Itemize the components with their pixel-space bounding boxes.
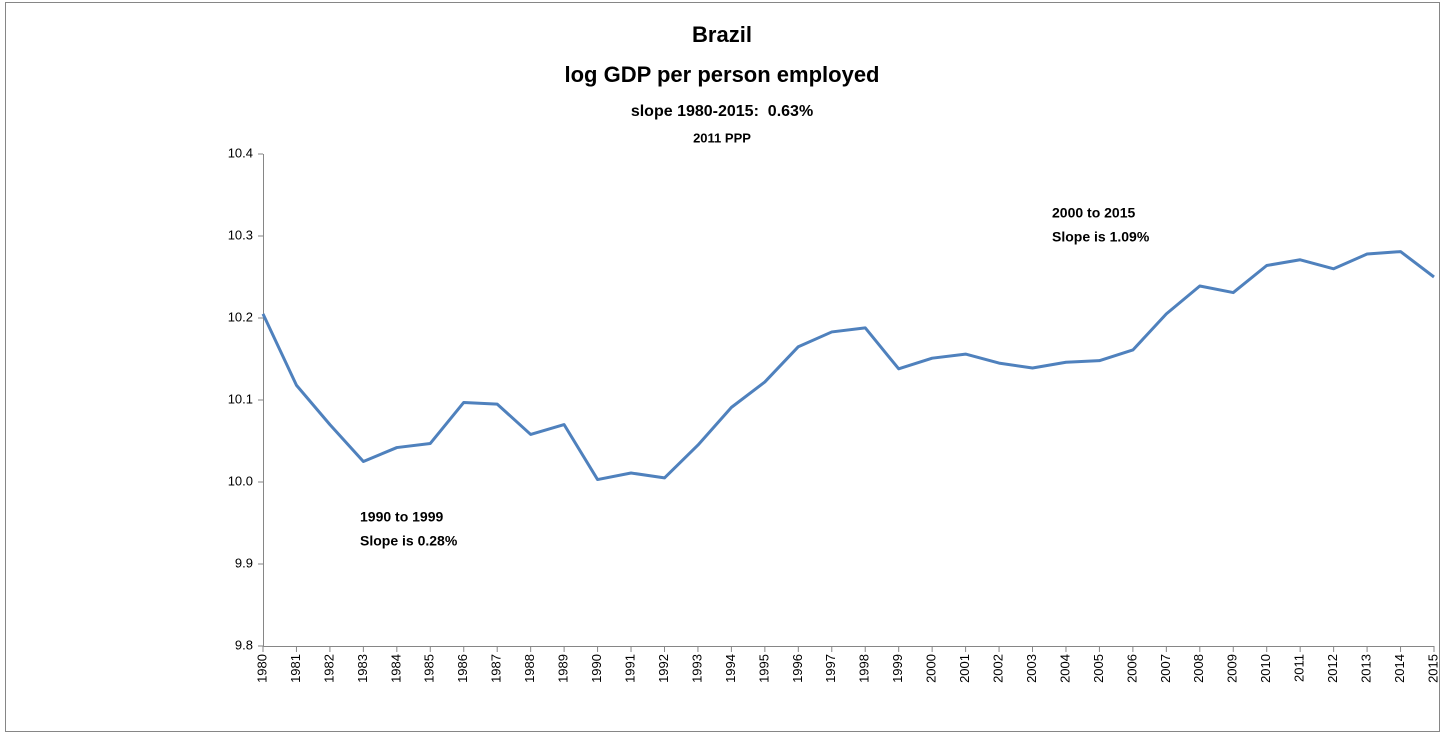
x-tick-label: 1991: [622, 654, 637, 683]
x-tick-label: 1984: [388, 654, 403, 683]
x-tick-label: 2007: [1158, 654, 1173, 683]
x-tick-label: 1986: [455, 654, 470, 683]
x-tick-label: 2008: [1191, 654, 1206, 683]
x-tick-label: 2000: [924, 654, 939, 683]
x-tick-label: 1981: [288, 654, 303, 683]
annotation: Slope is 1.09%: [1052, 229, 1150, 245]
x-tick-label: 2009: [1225, 654, 1240, 683]
y-tick-label: 10.3: [228, 227, 253, 242]
x-tick-label: 2014: [1392, 654, 1407, 683]
y-tick-label: 10.2: [228, 309, 253, 324]
x-tick-label: 2003: [1024, 654, 1039, 683]
chart-note: slope 1980-2015: 0.63%: [631, 103, 813, 120]
x-tick-label: 1992: [656, 654, 671, 683]
x-tick-label: 2012: [1325, 654, 1340, 683]
x-tick-label: 1980: [254, 654, 269, 683]
x-tick-label: 1988: [522, 654, 537, 683]
annotation: 2000 to 2015: [1052, 205, 1135, 221]
y-tick-label: 10.1: [228, 391, 253, 406]
x-tick-label: 1993: [689, 654, 704, 683]
x-tick-label: 1985: [422, 654, 437, 683]
x-tick-label: 2010: [1258, 654, 1273, 683]
x-tick-label: 1987: [489, 654, 504, 683]
x-tick-label: 2006: [1124, 654, 1139, 683]
y-tick-label: 10.4: [228, 145, 253, 160]
y-tick-label: 10.0: [228, 473, 253, 488]
data-line: [261, 250, 1435, 482]
x-tick-label: 1996: [790, 654, 805, 683]
annotation: 1990 to 1999: [360, 509, 443, 525]
y-tick-label: 9.8: [235, 637, 253, 652]
chart-subtitle: log GDP per person employed: [565, 62, 880, 87]
x-tick-label: 2013: [1359, 654, 1374, 683]
x-tick-label: 1994: [723, 654, 738, 683]
x-tick-label: 1995: [756, 654, 771, 683]
x-tick-label: 2004: [1057, 654, 1072, 683]
annotation: Slope is 0.28%: [360, 533, 458, 549]
chart-frame: [5, 2, 1440, 732]
x-tick-label: 1990: [589, 654, 604, 683]
x-tick-label: 2002: [990, 654, 1005, 683]
x-tick-label: 2005: [1091, 654, 1106, 683]
x-tick-label: 1998: [857, 654, 872, 683]
chart-title: Brazil: [692, 22, 752, 47]
x-tick-label: 2001: [957, 654, 972, 683]
chart-note: 2011 PPP: [693, 130, 751, 145]
y-tick-label: 9.9: [235, 555, 253, 570]
x-tick-label: 1997: [823, 654, 838, 683]
x-tick-label: 1999: [890, 654, 905, 683]
x-tick-label: 1983: [355, 654, 370, 683]
x-tick-label: 1982: [321, 654, 336, 683]
x-tick-label: 2015: [1425, 654, 1440, 683]
x-tick-label: 2011: [1292, 654, 1307, 682]
x-tick-label: 1989: [556, 654, 571, 683]
